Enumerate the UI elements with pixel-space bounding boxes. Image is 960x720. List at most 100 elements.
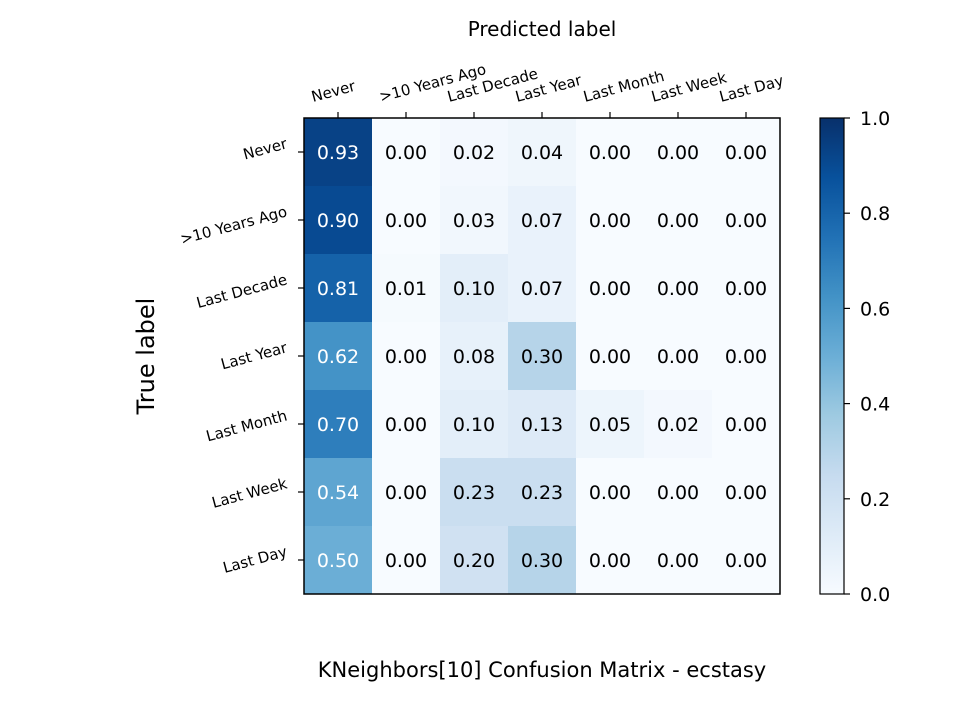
chart-title: KNeighbors[10] Confusion Matrix - ecstas… bbox=[318, 658, 766, 682]
heatmap-cell bbox=[712, 118, 781, 187]
heatmap-cell bbox=[508, 186, 577, 255]
heatmap-cell bbox=[712, 254, 781, 323]
cell-value-label: 0.01 bbox=[385, 278, 427, 300]
cell-value-label: 0.00 bbox=[657, 346, 699, 368]
heatmap-cell bbox=[304, 254, 373, 323]
cell-value-label: 0.04 bbox=[521, 142, 563, 164]
cell-value-label: 0.00 bbox=[589, 278, 631, 300]
colorbar-tick-label: 0.4 bbox=[860, 394, 890, 416]
cell-value-label: 0.00 bbox=[657, 142, 699, 164]
cell-value-label: 0.70 bbox=[317, 414, 359, 436]
heatmap-cell bbox=[712, 458, 781, 527]
y-tick-label: Last Year bbox=[219, 338, 290, 373]
cell-value-label: 0.50 bbox=[317, 550, 359, 572]
cell-value-label: 0.07 bbox=[521, 210, 563, 232]
heatmap-cell bbox=[644, 322, 713, 391]
y-axis-title: True label bbox=[132, 298, 160, 416]
cell-value-label: 0.93 bbox=[317, 142, 359, 164]
y-tick-label: Never bbox=[241, 134, 290, 163]
cell-value-label: 0.08 bbox=[453, 346, 495, 368]
heatmap-cell bbox=[644, 186, 713, 255]
heatmap-cell bbox=[508, 118, 577, 187]
cell-value-label: 0.13 bbox=[521, 414, 563, 436]
colorbar bbox=[819, 117, 845, 595]
heatmap-cell bbox=[576, 526, 645, 595]
heatmap-cell bbox=[304, 526, 373, 595]
y-tick-label: Last Month bbox=[204, 406, 289, 445]
heatmap-cell bbox=[712, 322, 781, 391]
cell-value-label: 0.00 bbox=[657, 210, 699, 232]
y-tick-label: >10 Years Ago bbox=[178, 202, 289, 248]
heatmap-cell bbox=[644, 118, 713, 187]
heatmap-cell bbox=[440, 186, 509, 255]
heatmap-cell bbox=[644, 526, 713, 595]
cell-value-label: 0.00 bbox=[657, 482, 699, 504]
cell-value-label: 0.00 bbox=[385, 414, 427, 436]
y-axis-ticks: Never >10 Years Ago Last Decade Last Year La… bbox=[178, 134, 304, 577]
cell-value-label: 0.00 bbox=[725, 414, 767, 436]
x-tick-label: Last Day bbox=[717, 71, 785, 105]
heatmap-cell bbox=[440, 458, 509, 527]
cell-value-label: 0.81 bbox=[317, 278, 359, 300]
heatmap-cell bbox=[304, 458, 373, 527]
cell-value-label: 0.03 bbox=[453, 210, 495, 232]
cell-value-label: 0.00 bbox=[657, 278, 699, 300]
colorbar-tick-label: 1.0 bbox=[860, 108, 890, 130]
heatmap-cell bbox=[508, 526, 577, 595]
heatmap-cells bbox=[304, 118, 781, 595]
heatmap-cell bbox=[304, 118, 373, 187]
cell-value-label: 0.00 bbox=[385, 550, 427, 572]
heatmap-cell bbox=[576, 322, 645, 391]
cell-value-label: 0.00 bbox=[725, 482, 767, 504]
cell-value-label: 0.00 bbox=[657, 550, 699, 572]
heatmap-cell bbox=[576, 458, 645, 527]
cell-value-label: 0.23 bbox=[521, 482, 563, 504]
heatmap-cell bbox=[440, 322, 509, 391]
cell-value-label: 0.00 bbox=[589, 210, 631, 232]
cell-value-label: 0.00 bbox=[589, 550, 631, 572]
cell-value-label: 0.00 bbox=[589, 346, 631, 368]
cell-value-label: 0.02 bbox=[453, 142, 495, 164]
cell-value-label: 0.05 bbox=[589, 414, 631, 436]
cell-value-label: 0.30 bbox=[521, 346, 563, 368]
cell-value-label: 0.00 bbox=[725, 210, 767, 232]
heatmap-cell bbox=[440, 118, 509, 187]
cell-value-label: 0.00 bbox=[725, 278, 767, 300]
heatmap-cell bbox=[440, 254, 509, 323]
cell-value-label: 0.10 bbox=[453, 414, 495, 436]
heatmap-cell bbox=[644, 458, 713, 527]
cell-value-label: 0.23 bbox=[453, 482, 495, 504]
y-tick-label: Last Decade bbox=[195, 270, 289, 311]
heatmap-cell bbox=[304, 390, 373, 459]
heatmap-cell bbox=[508, 254, 577, 323]
cell-value-label: 0.30 bbox=[521, 550, 563, 572]
colorbar-ticks: 0.0 0.2 0.4 0.6 0.8 1.0 bbox=[844, 108, 890, 606]
cell-value-label: 0.00 bbox=[725, 142, 767, 164]
heatmap-cell bbox=[508, 458, 577, 527]
heatmap-cell bbox=[712, 526, 781, 595]
cell-value-label: 0.00 bbox=[725, 550, 767, 572]
cell-value-label: 0.90 bbox=[317, 210, 359, 232]
heatmap-cell bbox=[576, 390, 645, 459]
colorbar-tick-label: 0.6 bbox=[860, 298, 890, 320]
cell-value-label: 0.00 bbox=[385, 210, 427, 232]
heatmap-cell bbox=[372, 458, 441, 527]
colorbar-tick-label: 0.0 bbox=[860, 584, 890, 606]
heatmap-cell bbox=[712, 390, 781, 459]
x-axis-title: Predicted label bbox=[468, 17, 617, 41]
x-tick-label: Never bbox=[309, 77, 358, 106]
cell-value-label: 0.62 bbox=[317, 346, 359, 368]
y-tick-label: Last Week bbox=[210, 474, 289, 511]
heatmap-cell-labels: 0.93 0.00 0.02 0.04 0.00 0.00 0.00 0.90 0.00 0.03… bbox=[317, 142, 767, 572]
heatmap-cell bbox=[372, 322, 441, 391]
heatmap-cell bbox=[440, 390, 509, 459]
cell-value-label: 0.00 bbox=[385, 142, 427, 164]
cell-value-label: 0.00 bbox=[589, 482, 631, 504]
y-tick-label: Last Day bbox=[221, 542, 289, 576]
cell-value-label: 0.20 bbox=[453, 550, 495, 572]
heatmap-cell bbox=[644, 390, 713, 459]
heatmap-cell bbox=[372, 118, 441, 187]
heatmap-cell bbox=[576, 118, 645, 187]
